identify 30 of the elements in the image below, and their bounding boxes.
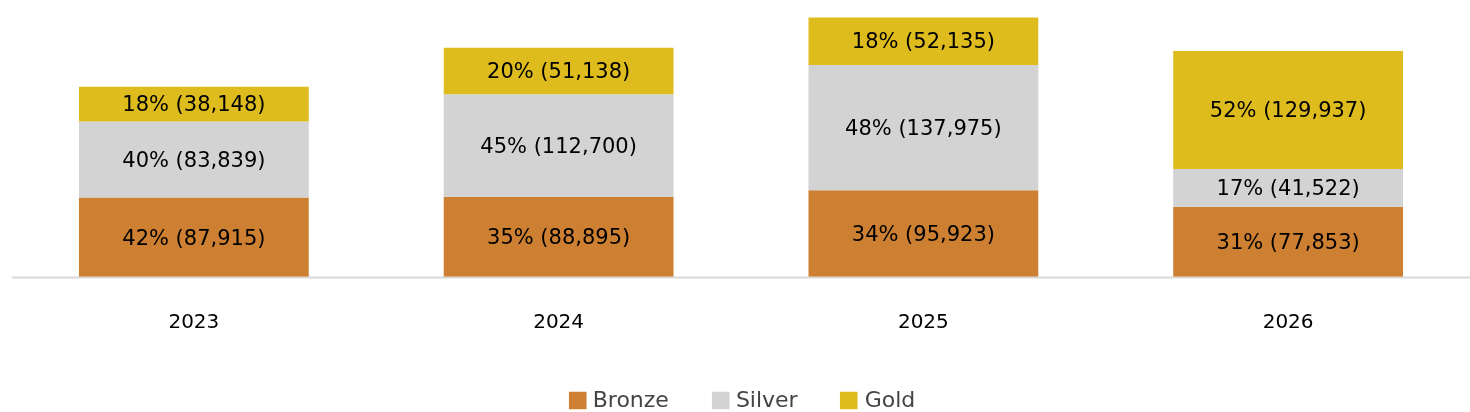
legend-label: Gold: [864, 387, 916, 412]
bar: [808, 64, 1039, 191]
data-label: 45% (112,700): [480, 133, 637, 158]
bar: [808, 190, 1039, 278]
data-label: 52% (129,937): [1209, 98, 1367, 122]
data-label: 42% (87,915): [122, 225, 266, 250]
x-tick-label: 2023: [168, 308, 220, 333]
data-label: 20% (51,138): [487, 59, 631, 84]
bar: [1173, 206, 1404, 278]
bar: [78, 197, 309, 278]
x-tick-label: 2025: [897, 308, 949, 333]
bar: [808, 17, 1039, 65]
x-tick-label: 2024: [533, 308, 585, 333]
legend-label: Bronze: [592, 387, 669, 412]
x-tick-label: 2026: [1262, 308, 1314, 333]
bar: [78, 121, 309, 198]
data-label: 18% (38,148): [122, 92, 266, 117]
bar: [443, 47, 674, 95]
data-label: 34% (95,923): [851, 221, 995, 246]
legend-label: Silver: [735, 387, 798, 412]
data-label: 31% (77,853): [1216, 230, 1360, 255]
data-label: 18% (52,135): [851, 29, 995, 54]
bar: [443, 94, 674, 197]
data-label: 48% (137,975): [845, 115, 1002, 140]
bar: [1173, 169, 1404, 207]
bar: [1173, 50, 1404, 170]
bar: [443, 196, 674, 278]
data-label: 35% (88,895): [487, 225, 631, 250]
data-label: 40% (83,839): [122, 147, 266, 172]
data-label: 17% (41,522): [1216, 175, 1360, 200]
